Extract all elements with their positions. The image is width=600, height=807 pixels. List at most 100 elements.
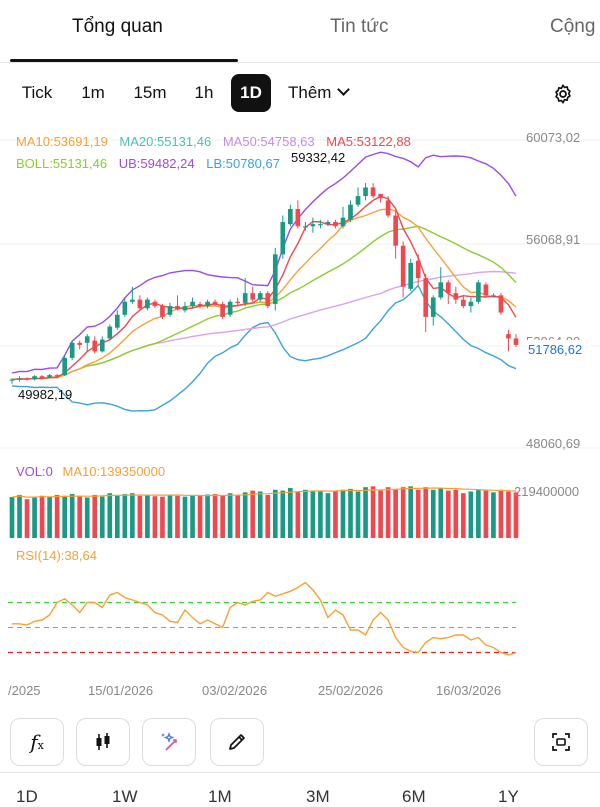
volume-axis-label: 219400000: [514, 484, 579, 499]
timeframe-tick[interactable]: Tick: [21, 83, 53, 102]
active-tab-indicator: [10, 59, 238, 62]
candle-body: [9, 379, 15, 381]
candle-body: [430, 297, 436, 317]
candle-body: [400, 245, 406, 287]
ma20-line: [11, 225, 517, 381]
candle-body: [355, 196, 361, 205]
volume-bar: [483, 490, 489, 538]
timeframe-15m[interactable]: 15m: [133, 83, 167, 102]
candle-body: [491, 295, 496, 297]
candle-body: [182, 306, 188, 311]
candle-body: [99, 339, 105, 352]
timeframe-1d[interactable]: 1D: [231, 74, 271, 112]
price-axis-label: 48060,69: [526, 436, 580, 451]
candle-body: [453, 293, 459, 300]
volume-bar: [137, 495, 143, 538]
timeframe-bar: Tick 1m 15m 1h 1D Thêm: [0, 74, 600, 114]
price-axis-label: 60073,02: [526, 130, 580, 145]
volume-bar: [438, 488, 444, 538]
candle-body: [506, 334, 511, 339]
last-price-bg: [526, 340, 592, 358]
volume-bar: [415, 489, 421, 538]
volume-bar: [39, 495, 45, 538]
candle-body: [461, 299, 466, 307]
range-3m[interactable]: 3M: [306, 787, 330, 806]
tab-community[interactable]: Cộng: [550, 16, 596, 37]
candle-body: [205, 301, 210, 307]
candle-body: [114, 314, 120, 328]
candle-body: [167, 306, 173, 315]
volume-bar: [47, 496, 52, 538]
volume-bar: [325, 493, 331, 538]
tab-news[interactable]: Tin tức: [330, 16, 389, 37]
range-bar: 1D 1W 1M 3M 6M 1Y: [0, 772, 600, 806]
date-label: 25/02/2026: [318, 683, 383, 698]
range-1y[interactable]: 1Y: [498, 787, 519, 806]
volume-bar: [453, 489, 459, 538]
high-label: 59332,42: [291, 150, 345, 165]
volume-bar: [175, 495, 180, 538]
chart-area[interactable]: 60073,02 56068,91 52064,80 48060,69 5178…: [0, 120, 600, 710]
volume-bar: [333, 490, 338, 538]
tab-overview[interactable]: Tổng quan: [72, 16, 163, 37]
candle-body: [287, 209, 293, 225]
range-1w[interactable]: 1W: [112, 787, 138, 806]
price-axis-label: 56068,91: [526, 232, 580, 247]
date-label: /2025: [8, 683, 41, 698]
chart-type-button[interactable]: [76, 718, 130, 766]
volume-bar: [160, 496, 165, 538]
range-1d[interactable]: 1D: [16, 787, 38, 806]
boll-label: BOLL:55131,46: [16, 156, 108, 171]
volume-bar: [310, 491, 316, 538]
volume-bar: [250, 490, 256, 538]
volume-bar: [190, 495, 195, 538]
screenshot-button[interactable]: [534, 718, 588, 766]
magic-icon: [161, 732, 177, 751]
indicator-button[interactable]: fx: [10, 718, 64, 766]
candle-body: [54, 375, 60, 377]
ma10-label: MA10:53691,19: [16, 134, 108, 149]
range-1m[interactable]: 1M: [208, 787, 232, 806]
candle-body: [415, 260, 421, 279]
candle-body: [325, 221, 331, 225]
candle-body: [32, 376, 37, 380]
candle-body: [476, 282, 481, 302]
ai-tools-button[interactable]: [142, 718, 196, 766]
candle-body: [69, 342, 75, 358]
volume-bar: [476, 489, 481, 538]
timeframe-1h[interactable]: 1h: [194, 83, 214, 102]
candlestick-chart[interactable]: 60073,02 56068,91 52064,80 48060,69 5178…: [0, 120, 600, 710]
volume-bar: [513, 492, 519, 538]
candle-body: [84, 336, 90, 343]
volume-bar: [423, 487, 429, 538]
volume-bar: [491, 492, 496, 538]
volume-bar: [280, 490, 286, 538]
candle-body: [483, 284, 489, 296]
volume-bar: [257, 491, 263, 538]
lb-label: LB:50780,67: [206, 156, 280, 171]
timeframe-1m[interactable]: 1m: [81, 83, 105, 102]
volume-bar: [9, 497, 15, 538]
gear-icon[interactable]: [552, 83, 574, 105]
draw-button[interactable]: [210, 718, 264, 766]
volume-bar: [220, 495, 225, 538]
volume-bar: [265, 494, 271, 538]
volume-bar: [303, 489, 308, 538]
candle-body: [190, 301, 195, 307]
candle-body: [137, 299, 143, 309]
timeframe-more[interactable]: Thêm: [288, 74, 360, 112]
volume-ma-line: [11, 487, 517, 498]
pencil-icon: [229, 734, 245, 750]
volume-bar: [92, 494, 98, 538]
range-6m[interactable]: 6M: [402, 787, 426, 806]
volume-bar: [114, 494, 120, 538]
volume-bar: [287, 488, 293, 538]
volume-bar: [498, 489, 504, 538]
volume-bar: [355, 491, 361, 538]
more-label: Thêm: [288, 83, 332, 102]
candle-body: [498, 295, 504, 313]
candle-body: [468, 301, 474, 307]
vol-label: VOL:0: [16, 464, 53, 479]
candle-body: [152, 301, 158, 307]
chart-toolbar: fx: [0, 714, 600, 768]
